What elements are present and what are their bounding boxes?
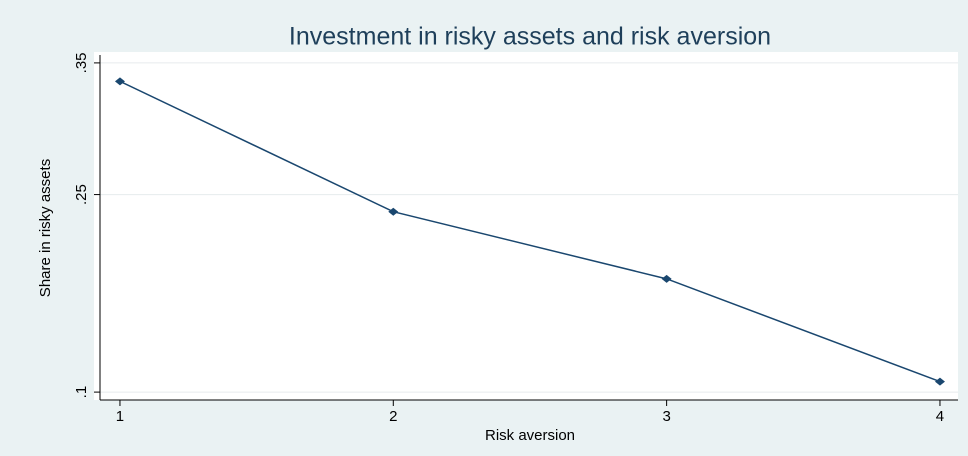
- x-tick-label: 4: [936, 408, 944, 425]
- y-axis-label: Share in risky assets: [37, 159, 54, 297]
- y-tick-label: .35: [73, 52, 90, 73]
- x-tick-label: 3: [662, 408, 670, 425]
- x-tick-label: 2: [389, 408, 397, 425]
- data-point: [388, 207, 399, 216]
- x-tick-label: 1: [116, 408, 124, 425]
- y-tick-label: .25: [73, 184, 90, 205]
- y-tick-label: .1: [73, 386, 90, 399]
- data-point: [114, 77, 125, 86]
- data-point: [934, 377, 945, 386]
- data-point: [661, 274, 672, 283]
- data-line: [119, 80, 941, 383]
- chart-title: Investment in risky assets and risk aver…: [289, 23, 771, 51]
- x-axis-label: Risk aversion: [485, 427, 575, 444]
- plot-area: [94, 52, 958, 400]
